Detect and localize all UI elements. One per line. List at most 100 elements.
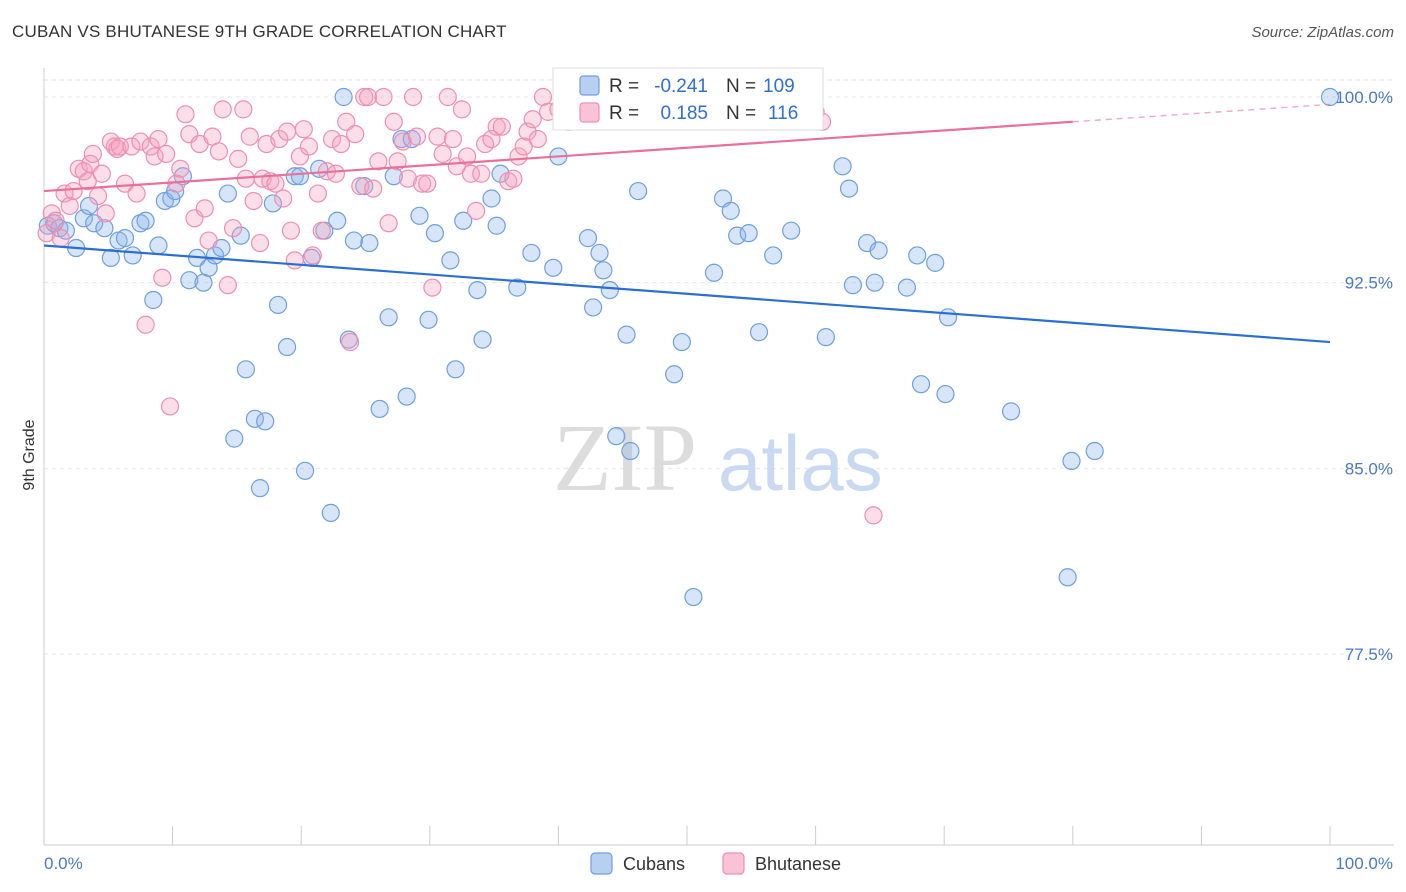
point-cubans bbox=[839, 179, 859, 198]
y-tick-labels: 77.5% 85.0% 92.5% 100.0% bbox=[1335, 88, 1393, 664]
point-bhutanese bbox=[157, 144, 176, 164]
point-cubans bbox=[473, 330, 492, 349]
point-bhutanese bbox=[523, 110, 542, 129]
point-cubans bbox=[578, 229, 598, 248]
point-bhutanese bbox=[384, 112, 403, 131]
point-cubans bbox=[344, 231, 364, 250]
point-cubans bbox=[911, 375, 931, 394]
point-bhutanese bbox=[337, 112, 356, 131]
point-cubans bbox=[607, 427, 626, 446]
point-bhutanese bbox=[322, 129, 342, 149]
legend-swatch-bhutanese bbox=[579, 102, 600, 123]
point-cubans bbox=[334, 87, 353, 107]
point-cubans bbox=[926, 253, 945, 272]
point-bhutanese bbox=[88, 186, 108, 206]
point-cubans bbox=[936, 384, 955, 404]
point-bhutanese bbox=[153, 268, 172, 287]
point-bhutanese bbox=[141, 137, 160, 156]
point-bhutanese bbox=[374, 87, 393, 107]
point-cubans bbox=[425, 224, 445, 243]
legend-r-label-bhutanese: R = bbox=[609, 103, 639, 124]
point-cubans bbox=[508, 278, 527, 297]
point-cubans bbox=[268, 295, 288, 315]
point-bhutanese bbox=[160, 397, 180, 416]
source-label: Source: ZipAtlas.com bbox=[1251, 24, 1394, 41]
point-bhutanese bbox=[412, 174, 432, 193]
point-bhutanese bbox=[457, 147, 477, 166]
point-cubans bbox=[590, 243, 609, 263]
point-bhutanese bbox=[403, 87, 423, 107]
point-bhutanese bbox=[78, 172, 97, 191]
point-bhutanese bbox=[46, 211, 65, 230]
point-cubans bbox=[360, 233, 379, 253]
point-cubans bbox=[263, 194, 283, 213]
point-cubans bbox=[285, 167, 304, 186]
point-cubans bbox=[180, 271, 199, 290]
point-bhutanese bbox=[51, 229, 70, 248]
point-cubans bbox=[321, 503, 340, 522]
point-bhutanese bbox=[443, 129, 463, 149]
point-bhutanese bbox=[379, 214, 398, 233]
legend-r-value-cubans: -0.241 bbox=[654, 76, 708, 97]
point-cubans bbox=[236, 360, 256, 379]
legend-r-value-bhutanese: 0.185 bbox=[660, 103, 708, 124]
point-cubans bbox=[869, 241, 888, 260]
x-tick-labels: 0.0% 100.0% bbox=[44, 854, 1393, 873]
point-bhutanese bbox=[290, 147, 310, 166]
point-bhutanese bbox=[388, 152, 407, 171]
point-cubans bbox=[328, 211, 347, 230]
point-cubans bbox=[1062, 451, 1081, 471]
bottom-legend-swatch-cubans bbox=[590, 852, 613, 875]
point-cubans bbox=[629, 181, 648, 201]
x-tick-label: 0.0% bbox=[44, 854, 83, 873]
point-cubans bbox=[482, 189, 501, 208]
point-bhutanese bbox=[218, 276, 237, 295]
point-bhutanese bbox=[466, 201, 486, 220]
point-bhutanese bbox=[461, 164, 481, 183]
point-bhutanese bbox=[355, 87, 374, 107]
legend-r-label-cubans: R = bbox=[609, 76, 639, 97]
point-cubans bbox=[728, 226, 747, 245]
point-bhutanese bbox=[326, 164, 346, 183]
point-bhutanese bbox=[274, 189, 293, 208]
point-cubans bbox=[370, 399, 389, 419]
point-cubans bbox=[833, 157, 852, 176]
point-bhutanese bbox=[37, 224, 56, 243]
point-cubans bbox=[149, 236, 168, 255]
point-cubans bbox=[468, 280, 487, 300]
y-tick-label: 85.0% bbox=[1345, 459, 1393, 478]
point-bhutanese bbox=[64, 181, 83, 201]
point-bhutanese bbox=[234, 100, 253, 119]
point-cubans bbox=[115, 229, 135, 248]
point-cubans bbox=[1085, 441, 1104, 461]
point-bhutanese bbox=[60, 196, 79, 216]
point-cubans bbox=[1001, 402, 1021, 421]
point-cubans bbox=[782, 221, 801, 240]
point-cubans bbox=[256, 412, 275, 431]
point-bhutanese bbox=[369, 152, 388, 171]
trend-line-bhutanese-extension bbox=[1072, 103, 1331, 123]
point-cubans bbox=[295, 461, 315, 480]
point-bhutanese bbox=[407, 127, 427, 146]
point-cubans bbox=[621, 441, 640, 461]
point-bhutanese bbox=[312, 221, 331, 240]
legend-swatch-cubans bbox=[579, 75, 600, 96]
point-cubans bbox=[231, 226, 250, 245]
point-cubans bbox=[419, 310, 438, 329]
point-cubans bbox=[816, 328, 835, 347]
point-bhutanese bbox=[136, 315, 155, 334]
point-bhutanese bbox=[213, 100, 232, 119]
point-bhutanese bbox=[229, 149, 248, 168]
y-axis-label: 9th Grade bbox=[21, 419, 38, 490]
point-cubans bbox=[123, 246, 142, 265]
point-bhutanese bbox=[864, 506, 883, 525]
series-bhutanese bbox=[37, 87, 883, 525]
y-tick-label: 77.5% bbox=[1345, 645, 1393, 664]
point-bhutanese bbox=[487, 117, 506, 136]
point-cubans bbox=[600, 280, 619, 300]
point-cubans bbox=[277, 337, 297, 357]
point-cubans bbox=[594, 261, 613, 280]
point-bhutanese bbox=[96, 204, 115, 223]
point-cubans bbox=[218, 184, 237, 203]
